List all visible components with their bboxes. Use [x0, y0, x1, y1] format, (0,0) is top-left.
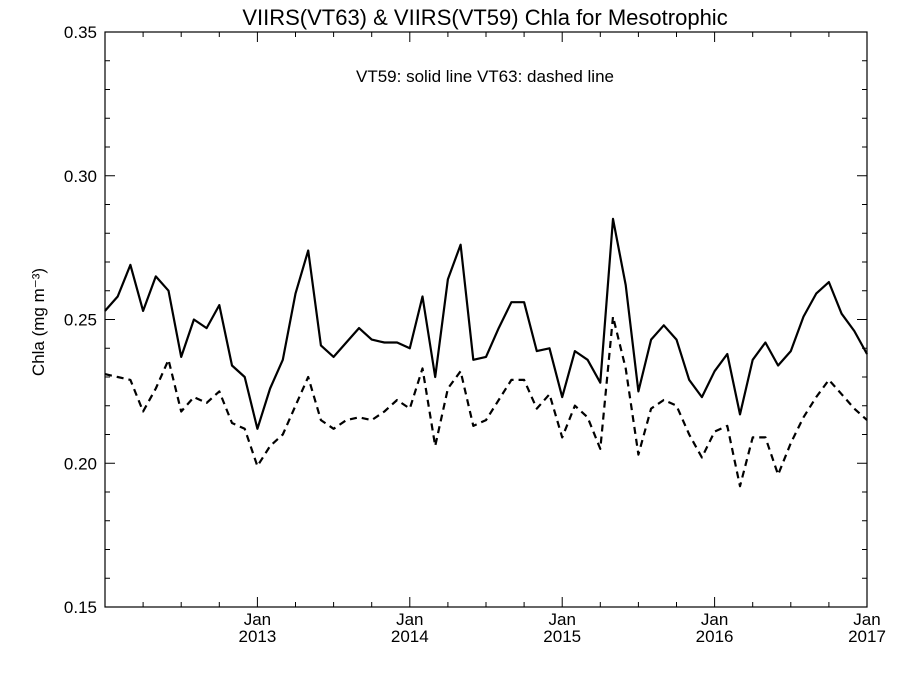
series-line-vt59: [104, 217, 868, 430]
y-tick-label: 0.35: [64, 23, 97, 42]
x-tick-year: 2015: [543, 627, 581, 646]
y-tick-label: 0.15: [64, 598, 97, 617]
series-lines: [104, 217, 868, 488]
x-tick-month: Jan: [244, 610, 271, 629]
x-tick-year: 2013: [238, 627, 276, 646]
x-tick-month: Jan: [396, 610, 423, 629]
x-tick-year: 2014: [391, 627, 429, 646]
series-line-vt63: [104, 315, 868, 488]
x-tick-month: Jan: [548, 610, 575, 629]
y-axis-label: Chla (mg m⁻³): [29, 268, 48, 376]
y-tick-label: 0.25: [64, 311, 97, 330]
x-tick-year: 2017: [848, 627, 886, 646]
series-legend-annotation: VT59: solid line VT63: dashed line: [356, 67, 614, 86]
y-tick-label: 0.20: [64, 454, 97, 473]
x-tick-month: Jan: [701, 610, 728, 629]
axis-ticks: [104, 31, 868, 608]
chart-title: VIIRS(VT63) & VIIRS(VT59) Chla for Mesot…: [242, 5, 727, 30]
x-tick-year: 2016: [696, 627, 734, 646]
x-tick-month: Jan: [853, 610, 880, 629]
y-tick-label: 0.30: [64, 167, 97, 186]
y-tick-labels: 0.15 0.20 0.25 0.30 0.35: [64, 23, 97, 617]
